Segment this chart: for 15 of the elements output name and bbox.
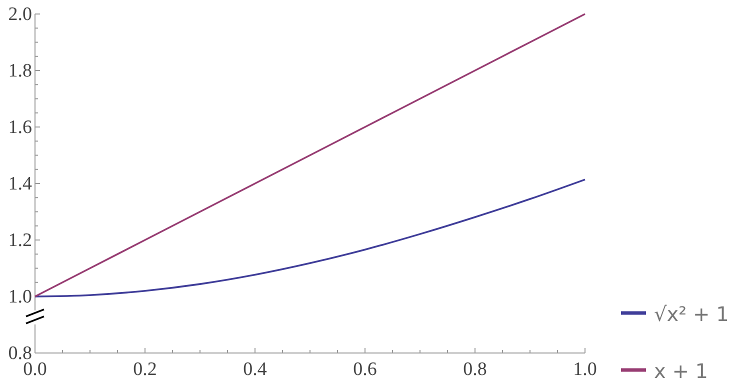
line-series [34,178,586,298]
x-tick-label: 0.6 [353,359,377,380]
legend-label: √x² + 1 [654,302,729,326]
y-tick-label: 1.4 [8,174,32,194]
legend-label: x + 1 [654,359,708,383]
y-tick-label: 1.8 [8,60,32,82]
y-tick-label: 1.2 [8,230,32,251]
y-tick-label: 1.6 [8,117,32,138]
y-tick-label: 2.0 [8,4,32,25]
x-tick-label: 0.8 [463,359,487,380]
x-tick-label: 1.0 [573,359,597,380]
x-tick-label: 0.2 [133,359,157,380]
x-tick-label: 0.4 [243,359,268,380]
y-tick-label: 1.0 [8,286,32,308]
line-series [34,13,586,298]
